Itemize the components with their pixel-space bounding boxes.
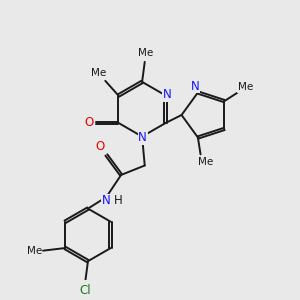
Text: N: N — [163, 88, 171, 101]
Text: N: N — [102, 194, 111, 207]
Text: H: H — [114, 194, 122, 207]
Text: Me: Me — [198, 157, 213, 167]
Text: O: O — [84, 116, 94, 129]
Text: Cl: Cl — [80, 284, 91, 297]
Text: Me: Me — [26, 246, 42, 256]
Text: Me: Me — [238, 82, 253, 92]
Text: Me: Me — [138, 49, 153, 58]
Text: N: N — [138, 131, 147, 144]
Text: Me: Me — [92, 68, 106, 79]
Text: N: N — [191, 80, 200, 93]
Text: O: O — [95, 140, 105, 153]
